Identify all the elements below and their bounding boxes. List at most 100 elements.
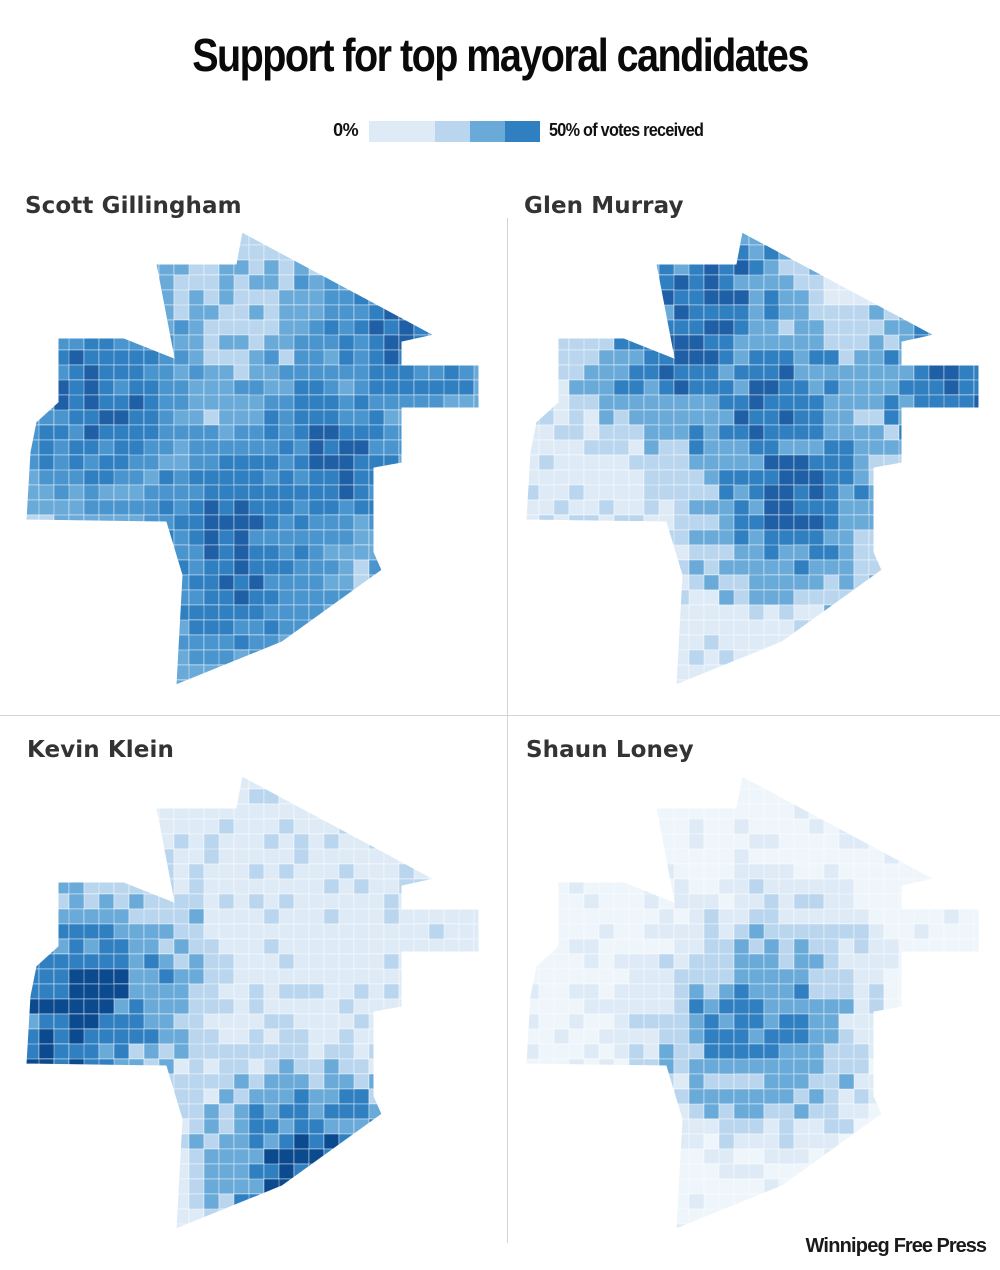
map-district [458,454,479,471]
map-district [173,649,190,666]
map-district [98,454,115,471]
map-district [778,499,795,516]
map-district [973,818,979,835]
map-district [823,1148,840,1165]
map-district [853,908,870,925]
map-district [413,788,430,820]
map-district [958,499,979,516]
legend-swatch-4 [505,121,540,142]
map-district [188,803,205,820]
map-district [263,1133,280,1150]
map-district [158,559,175,576]
map-district [68,664,85,681]
map-district [443,259,475,276]
map-district [248,334,265,351]
map-district [368,244,400,276]
map-district [526,559,540,576]
map-district [278,664,295,681]
map-district [628,232,645,246]
map-district [613,544,630,561]
map-district [353,848,370,865]
map-district [413,1193,430,1210]
map-district [838,833,855,850]
map-district [913,1223,930,1229]
map-district [928,259,945,291]
map-district [808,364,825,381]
map-district [526,454,540,471]
map-district [958,968,979,985]
map-district [568,664,585,685]
map-district [778,968,795,985]
map-district [568,776,585,790]
map-district [398,439,415,456]
map-district [703,364,720,381]
map-district [188,319,205,336]
map-district [248,424,265,441]
map-district [338,379,355,396]
map-district [248,893,265,910]
map-district [673,424,690,441]
map-district [143,349,160,366]
map-district [413,1133,430,1165]
map-district [703,574,720,591]
map-district [928,923,945,940]
map-district [308,589,325,606]
map-district [443,1058,475,1075]
map-district [958,1133,975,1150]
map-district [748,364,765,381]
map-district [398,409,415,426]
map-district [613,664,630,681]
map-district [38,776,70,790]
map-district [628,1148,645,1165]
map-district [838,679,855,685]
map-district [26,484,40,501]
map-district [703,1088,720,1105]
map-district [413,776,430,790]
map-district [526,289,540,306]
map-district [718,604,735,621]
map-district [973,334,979,366]
map-district [583,1043,600,1060]
map-district [793,664,810,685]
map-district [158,619,175,651]
map-district [83,379,100,396]
map-district [188,1118,205,1135]
map-district [323,833,340,850]
map-district [248,1028,265,1045]
map-district [143,1163,160,1180]
map-district [458,1223,475,1229]
map-district [928,1193,945,1210]
map-district [338,1013,355,1030]
map-district [353,289,370,306]
map-district [458,499,479,516]
map-district [943,1148,960,1165]
map-district [443,544,475,561]
map-district [113,424,130,441]
map-district [868,863,885,880]
map-district [128,319,145,336]
map-district [248,274,265,291]
map-district [473,1058,479,1075]
map-district [883,1118,915,1135]
map-district [823,878,840,895]
map-district [748,1088,765,1105]
map-district [158,274,175,291]
map-district [568,649,600,666]
map-district [673,923,690,940]
map-district [248,1208,265,1225]
map-district [473,604,479,636]
map-district [353,634,370,651]
map-district [248,589,265,606]
map-district [38,908,55,940]
map-district [958,1073,975,1090]
map-district [658,1148,675,1165]
map-district [958,1118,975,1135]
map-district [98,529,115,546]
map-murray [525,231,980,686]
map-district [428,908,445,925]
map-district [898,679,915,685]
map-district [943,514,960,531]
map-district [658,1103,675,1135]
map-district [526,1088,540,1105]
map-district [928,544,960,576]
